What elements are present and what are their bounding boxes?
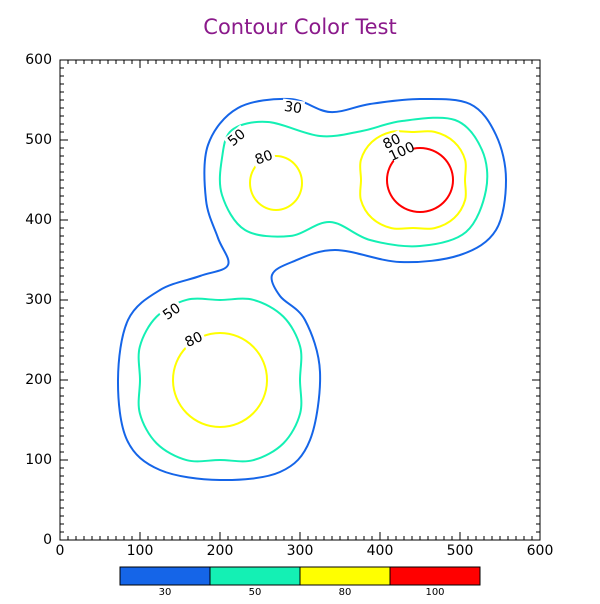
contour-line <box>248 154 304 212</box>
contour-line <box>385 146 455 214</box>
x-tick-label: 0 <box>56 543 65 559</box>
contour-label-bg <box>388 140 416 164</box>
colorbar-label: 100 <box>425 587 444 598</box>
x-tick-label: 300 <box>287 543 314 559</box>
contour-line <box>116 97 508 482</box>
colorbar-box <box>119 566 211 586</box>
colorbar-box <box>389 566 481 586</box>
colorbar-label: 30 <box>159 587 172 598</box>
contour-label-bg <box>158 299 186 325</box>
y-tick-label: 600 <box>25 52 52 68</box>
contour-line <box>218 116 489 248</box>
x-tick-label: 200 <box>207 543 234 559</box>
chart-title: Contour Color Test <box>203 15 396 39</box>
x-tick-label: 400 <box>367 543 394 559</box>
contour-label-bg <box>180 328 208 352</box>
colorbar-label: 80 <box>339 587 352 598</box>
colorbar-box <box>209 566 301 586</box>
contour-line <box>137 297 303 463</box>
colorbar-box <box>299 566 391 586</box>
x-tick-label: 500 <box>447 543 474 559</box>
y-tick-label: 300 <box>25 292 52 308</box>
y-tick-label: 0 <box>43 532 52 548</box>
contour-line <box>359 130 467 230</box>
colorbar-label: 50 <box>249 587 262 598</box>
contour-label-bg <box>280 98 306 118</box>
contour-label-bg <box>378 130 406 154</box>
contour-label-bg <box>250 146 278 170</box>
x-tick-label: 600 <box>527 543 554 559</box>
contour-label: 80 <box>253 147 275 168</box>
contour-label-bg <box>223 124 251 152</box>
contour-label: 30 <box>283 99 303 117</box>
contour-label: 80 <box>183 329 206 351</box>
y-tick-label: 200 <box>25 372 52 388</box>
x-tick-label: 100 <box>127 543 154 559</box>
y-tick-label: 100 <box>25 452 52 468</box>
y-tick-label: 400 <box>25 212 52 228</box>
contour-line <box>171 331 269 429</box>
y-tick-label: 500 <box>25 132 52 148</box>
